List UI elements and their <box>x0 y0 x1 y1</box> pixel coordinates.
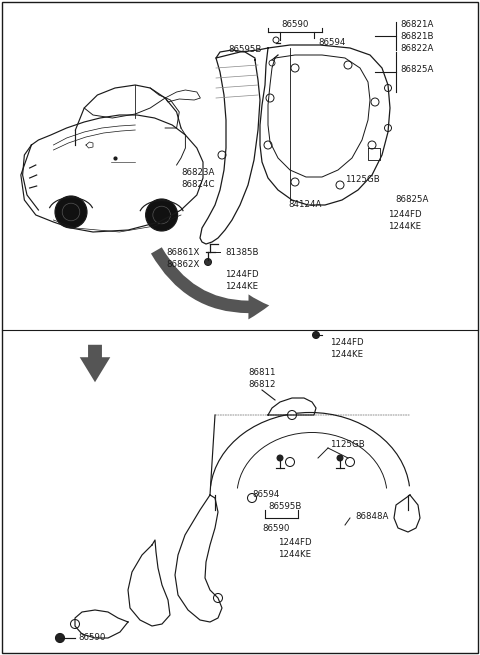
Circle shape <box>218 151 226 159</box>
FancyArrowPatch shape <box>151 248 269 320</box>
Circle shape <box>286 457 295 466</box>
Circle shape <box>145 199 178 231</box>
Circle shape <box>264 141 272 149</box>
Text: 86590: 86590 <box>262 524 289 533</box>
Circle shape <box>273 37 279 43</box>
Circle shape <box>269 60 275 66</box>
Text: 1244FD: 1244FD <box>278 538 312 547</box>
Circle shape <box>291 178 299 186</box>
Text: 86823A: 86823A <box>181 168 215 177</box>
Circle shape <box>384 124 392 132</box>
Circle shape <box>214 593 223 603</box>
Circle shape <box>55 196 87 228</box>
Circle shape <box>204 259 212 265</box>
Circle shape <box>312 331 320 339</box>
Text: 86590: 86590 <box>281 20 309 29</box>
Text: 1244FD: 1244FD <box>388 210 421 219</box>
Circle shape <box>384 84 392 92</box>
Circle shape <box>56 633 64 643</box>
Text: 1125GB: 1125GB <box>330 440 365 449</box>
Circle shape <box>291 64 299 72</box>
Circle shape <box>368 141 376 149</box>
Text: 86811: 86811 <box>248 368 276 377</box>
Circle shape <box>288 411 297 419</box>
Text: 86825A: 86825A <box>400 65 433 74</box>
Text: 86825A: 86825A <box>395 195 428 204</box>
Text: 86595B: 86595B <box>228 45 262 54</box>
Text: 86824C: 86824C <box>181 180 215 189</box>
Text: 86861X: 86861X <box>167 248 200 257</box>
Text: 86590: 86590 <box>78 633 106 643</box>
Text: 1125GB: 1125GB <box>345 175 380 184</box>
Text: 86594: 86594 <box>318 38 346 47</box>
FancyArrowPatch shape <box>80 345 110 383</box>
Circle shape <box>337 455 343 461</box>
Text: 86862X: 86862X <box>167 260 200 269</box>
Circle shape <box>248 493 256 502</box>
Circle shape <box>344 61 352 69</box>
Text: 1244KE: 1244KE <box>278 550 311 559</box>
Text: 1244KE: 1244KE <box>225 282 258 291</box>
Circle shape <box>71 620 80 629</box>
Circle shape <box>266 94 274 102</box>
Text: 81385B: 81385B <box>225 248 259 257</box>
Circle shape <box>371 98 379 106</box>
Text: 1244KE: 1244KE <box>330 350 363 359</box>
Text: 86848A: 86848A <box>355 512 388 521</box>
Text: 1244FD: 1244FD <box>330 338 364 347</box>
Circle shape <box>277 455 283 461</box>
Text: 86812: 86812 <box>248 380 276 389</box>
Text: 86821A: 86821A <box>400 20 433 29</box>
Text: 1244KE: 1244KE <box>388 222 421 231</box>
Text: 86594: 86594 <box>252 490 279 499</box>
Text: 86595B: 86595B <box>268 502 301 511</box>
Text: 84124A: 84124A <box>288 200 322 209</box>
Text: 1244FD: 1244FD <box>225 270 259 279</box>
Circle shape <box>336 181 344 189</box>
Text: 86822A: 86822A <box>400 44 433 53</box>
Text: 86821B: 86821B <box>400 32 433 41</box>
Circle shape <box>346 457 355 466</box>
